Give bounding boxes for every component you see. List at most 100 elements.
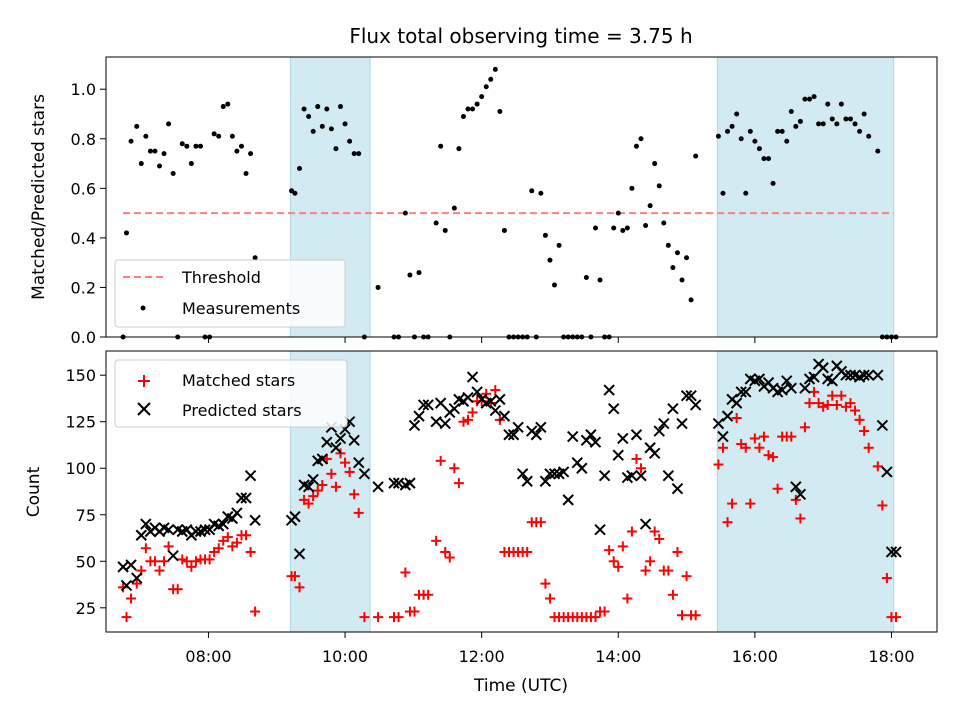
predicted-star-point [498, 410, 511, 422]
measurement-point [770, 180, 776, 186]
measurement-point [375, 284, 381, 290]
measurement-point [761, 156, 767, 162]
measurement-point [342, 121, 348, 127]
predicted-star-point [489, 404, 502, 417]
measurement-point [152, 148, 158, 154]
matched-star-point [522, 546, 533, 557]
matched-star-point [667, 589, 678, 600]
predicted-star-point [626, 469, 638, 482]
predicted-star-point [712, 417, 725, 430]
predicted-star-point [293, 548, 306, 560]
matched-star-point [863, 442, 874, 453]
bottom-y-tick-label: 125 [65, 413, 96, 432]
predicted-star-point [462, 391, 474, 404]
predicted-star-point [567, 430, 579, 443]
predicted-star-point [417, 399, 430, 411]
matched-star-point [121, 612, 132, 623]
bottom-y-ticks: 25 50 75 100 125 150 [65, 366, 106, 618]
x-axis-label: Time (UTC) [473, 676, 568, 696]
measurement-point [597, 277, 603, 283]
predicted-star-point [131, 572, 143, 584]
measurement-point [847, 116, 853, 122]
measurement-point [238, 143, 244, 149]
top-legend: Threshold Measurements [114, 259, 346, 328]
legend-measurements-swatch [140, 305, 146, 311]
measurement-point [538, 190, 544, 196]
matched-star-point [186, 561, 197, 572]
measurement-point [766, 156, 772, 162]
matched-star-point [241, 530, 252, 541]
matched-star-point [131, 578, 142, 589]
measurement-point [252, 255, 258, 261]
predicted-star-point [530, 429, 543, 441]
measurement-point [306, 113, 312, 119]
predicted-star-point [321, 436, 333, 448]
matched-star-point [740, 442, 751, 453]
predicted-star-point [353, 456, 365, 469]
measurement-point [843, 116, 849, 122]
top-y-tick-label: 0.6 [71, 179, 96, 198]
matched-star-point [190, 556, 201, 567]
legend-matched-label: Matched stars [182, 371, 295, 390]
matched-star-point [672, 546, 683, 557]
legend-threshold-label: Threshold [181, 268, 261, 287]
matched-star-point [289, 571, 300, 582]
predicted-star-point [799, 382, 811, 394]
predicted-star-point [781, 375, 793, 387]
measurement-point [184, 143, 190, 149]
measurement-point [684, 255, 690, 261]
predicted-star-point [662, 469, 675, 482]
measurement-point [592, 225, 598, 231]
predicted-star-point [140, 518, 152, 530]
matched-star-point [763, 450, 774, 461]
measurement-points [120, 66, 899, 340]
predicted-star-point [667, 402, 679, 415]
matched-star-point [540, 578, 551, 589]
matched-star-point [854, 414, 865, 425]
matched-star-point [490, 385, 501, 396]
measurement-point [802, 96, 808, 102]
predicted-star-point [217, 518, 229, 530]
measurement-point [779, 128, 785, 134]
measurement-point [747, 128, 753, 134]
bottom-y-tick-label: 25 [76, 599, 96, 618]
top-axes-frame [105, 56, 938, 338]
predicted-star-point [448, 402, 461, 415]
measurement-point [301, 106, 307, 112]
measurement-point [497, 109, 503, 115]
measurement-point [693, 153, 699, 159]
matched-star-point [326, 468, 337, 479]
predicted-star-point [648, 447, 661, 460]
predicted-star-point [392, 477, 405, 489]
measurement-point [688, 297, 694, 303]
bottom-x-tick-label: 16:00 [732, 647, 778, 666]
measurement-point [797, 118, 803, 124]
predicted-star-point [790, 481, 802, 493]
measurement-point [488, 76, 494, 82]
matched-star-point [622, 593, 633, 604]
measurement-point [229, 133, 235, 139]
matched-star-point [722, 517, 733, 528]
measurement-point [725, 128, 731, 134]
predicted-star-point [408, 419, 421, 432]
matched-star-point [772, 483, 783, 494]
top-y-tick-label: 0.0 [71, 328, 96, 347]
matched-star-point [790, 494, 801, 505]
matched-star-point [881, 573, 892, 584]
matched-star-point [349, 489, 360, 500]
matched-star-point [677, 610, 688, 621]
top-x-ticks [207, 337, 892, 343]
measurement-point [679, 277, 685, 283]
predicted-star-point [862, 369, 875, 381]
measurement-point [638, 136, 644, 142]
matched-star-point [140, 543, 151, 554]
measurement-point [465, 106, 471, 112]
predicted-star-point [289, 510, 301, 523]
matched-star-point [409, 606, 420, 617]
predicted-star-point [635, 469, 647, 482]
predicted-star-point [471, 386, 483, 398]
measurement-point [338, 104, 344, 110]
matched-star-point [845, 398, 856, 409]
matched-star-point [245, 546, 256, 557]
